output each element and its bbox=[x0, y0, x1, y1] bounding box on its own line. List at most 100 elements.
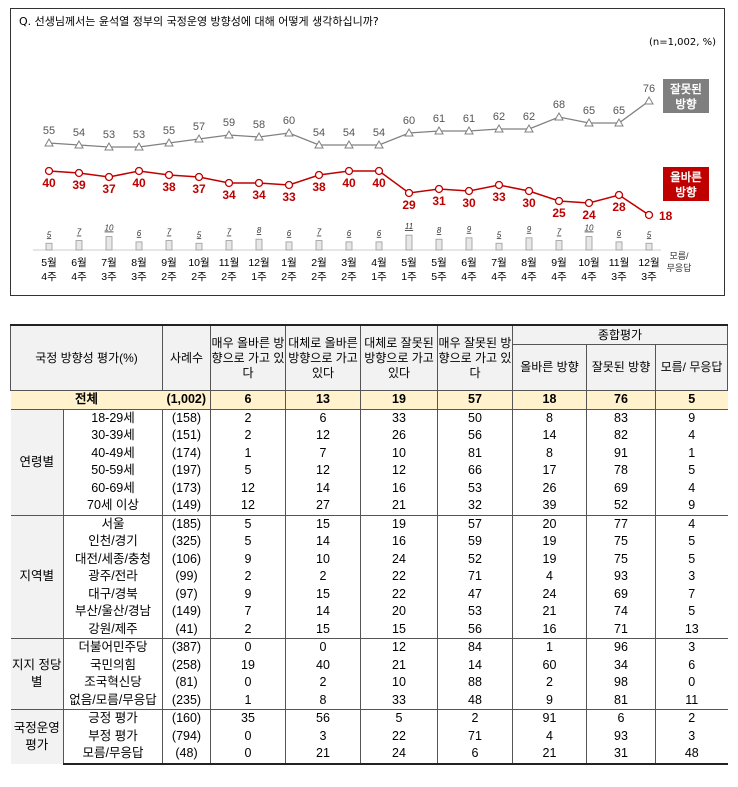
right-label: 40 bbox=[372, 176, 386, 190]
cell: 1 bbox=[512, 638, 587, 657]
cell: 35 bbox=[210, 709, 286, 728]
right-label: 40 bbox=[342, 176, 356, 190]
wrong-point bbox=[344, 139, 354, 149]
cell: 10 bbox=[360, 444, 438, 462]
table-row: 연령별 18-29세 (158) 2 6 33 50 8 83 9 bbox=[10, 409, 728, 515]
x-tick-label: 5월 bbox=[401, 257, 417, 269]
cell: 5 bbox=[654, 462, 728, 480]
cell: 0 bbox=[654, 674, 728, 692]
x-tick-label: 3월 bbox=[341, 257, 357, 269]
right-point bbox=[44, 166, 54, 176]
cell: 69 bbox=[586, 585, 656, 603]
right-point bbox=[374, 166, 384, 176]
cell: 8 bbox=[512, 409, 587, 427]
cell: 40 bbox=[285, 656, 361, 674]
x-tick-label: 4주 bbox=[461, 271, 477, 283]
cell: 16 bbox=[512, 620, 587, 639]
cell: 27 bbox=[285, 497, 361, 515]
wrong-point bbox=[224, 129, 234, 139]
cell: 22 bbox=[360, 727, 438, 745]
table-row: 50-59세 (197) 5 12 12 66 17 78 5 bbox=[11, 462, 728, 480]
right-label: 33 bbox=[492, 190, 506, 204]
wrong-point bbox=[494, 123, 504, 133]
row-label: 광주/전라 bbox=[88, 569, 138, 584]
cell: 12 bbox=[360, 462, 438, 480]
dk-label: 10 bbox=[585, 224, 594, 233]
dk-label: 6 bbox=[287, 229, 292, 238]
table-row: 지역별 서울 (185) 5 15 19 57 20 77 4 bbox=[10, 514, 728, 639]
dk-bar bbox=[345, 241, 353, 251]
x-tick-label: 5월 bbox=[41, 257, 57, 269]
cell: 12 bbox=[210, 479, 286, 497]
row-label: 대전/세종/충청 bbox=[75, 551, 151, 566]
cell: 12 bbox=[285, 462, 361, 480]
right-label: 31 bbox=[432, 194, 446, 208]
x-tick-label: 6월 bbox=[461, 257, 477, 269]
header-c2: 대체로 올바른 방향으로 가고 있다 bbox=[285, 324, 361, 391]
cell: 19 bbox=[360, 390, 438, 410]
cell: 5 bbox=[210, 462, 286, 480]
wrong-label: 65 bbox=[583, 105, 595, 117]
cell: 0 bbox=[285, 638, 361, 657]
cell: 82 bbox=[586, 427, 656, 445]
cell: 2 bbox=[285, 674, 361, 692]
wrong-point bbox=[44, 137, 54, 147]
wrong-label: 54 bbox=[73, 127, 85, 139]
cell: 3 bbox=[654, 727, 728, 745]
row-label: 없음/모름/무응답 bbox=[69, 692, 157, 707]
row-label: 60-69세 bbox=[91, 480, 135, 495]
x-tick-label: 8월 bbox=[131, 257, 147, 269]
cell: 7 bbox=[285, 444, 361, 462]
row-n: (235) bbox=[162, 691, 211, 710]
table-row: 대전/세종/충청 (106) 9 10 24 52 19 75 5 bbox=[11, 550, 728, 568]
cell: 71 bbox=[437, 568, 513, 586]
cell: 1 bbox=[210, 691, 286, 710]
dk-label: 8 bbox=[257, 226, 262, 235]
cell: 48 bbox=[437, 691, 513, 710]
x-tick-label: 11월 bbox=[609, 257, 630, 269]
dk-bar bbox=[165, 240, 173, 251]
cell: 39 bbox=[512, 497, 587, 515]
cell: 12 bbox=[285, 427, 361, 445]
cell: 71 bbox=[437, 727, 513, 745]
dk-bar bbox=[225, 240, 233, 251]
x-tick-label: 4주 bbox=[581, 271, 597, 283]
cell: 0 bbox=[210, 727, 286, 745]
cell: 5 bbox=[210, 533, 286, 551]
right-point bbox=[224, 178, 234, 188]
dk-label: 7 bbox=[317, 228, 322, 237]
x-tick-label: 2주 bbox=[311, 271, 327, 283]
right-point bbox=[164, 170, 174, 180]
cell: 8 bbox=[512, 444, 587, 462]
x-tick-label: 4주 bbox=[491, 271, 507, 283]
trend-chart: Q. 선생님께서는 윤석열 정부의 국정운영 방향성에 대해 어떻게 생각하십니… bbox=[10, 8, 725, 296]
dk-label: 8 bbox=[437, 226, 442, 235]
row-n: (197) bbox=[162, 462, 211, 480]
cell: 52 bbox=[586, 497, 656, 515]
right-label: 25 bbox=[552, 206, 566, 220]
table-row: 광주/전라 (99) 2 2 22 71 4 93 3 bbox=[11, 568, 728, 586]
cell: 15 bbox=[285, 620, 361, 639]
cell: 5 bbox=[654, 390, 728, 410]
cell: 4 bbox=[654, 427, 728, 445]
row-n: (41) bbox=[162, 620, 211, 639]
dk-bar bbox=[315, 240, 323, 251]
cell: 19 bbox=[512, 533, 587, 551]
right-point bbox=[434, 184, 444, 194]
right-point bbox=[104, 172, 114, 182]
table-row: 강원/제주 (41) 2 15 15 56 16 71 13 bbox=[11, 620, 728, 639]
cell: 24 bbox=[360, 550, 438, 568]
header-n: 사례수 bbox=[162, 324, 211, 391]
row-n: (48) bbox=[162, 745, 211, 765]
row-n: (173) bbox=[162, 479, 211, 497]
cell: 52 bbox=[437, 550, 513, 568]
cell: 5 bbox=[210, 514, 286, 533]
wrong-point bbox=[464, 125, 474, 135]
right-point bbox=[74, 168, 84, 178]
cell: 88 bbox=[437, 674, 513, 692]
dk-bar bbox=[645, 242, 653, 251]
right-point bbox=[134, 166, 144, 176]
right-label: 30 bbox=[522, 196, 536, 210]
right-label: 40 bbox=[42, 176, 56, 190]
group-label: 연령별 bbox=[10, 409, 64, 515]
